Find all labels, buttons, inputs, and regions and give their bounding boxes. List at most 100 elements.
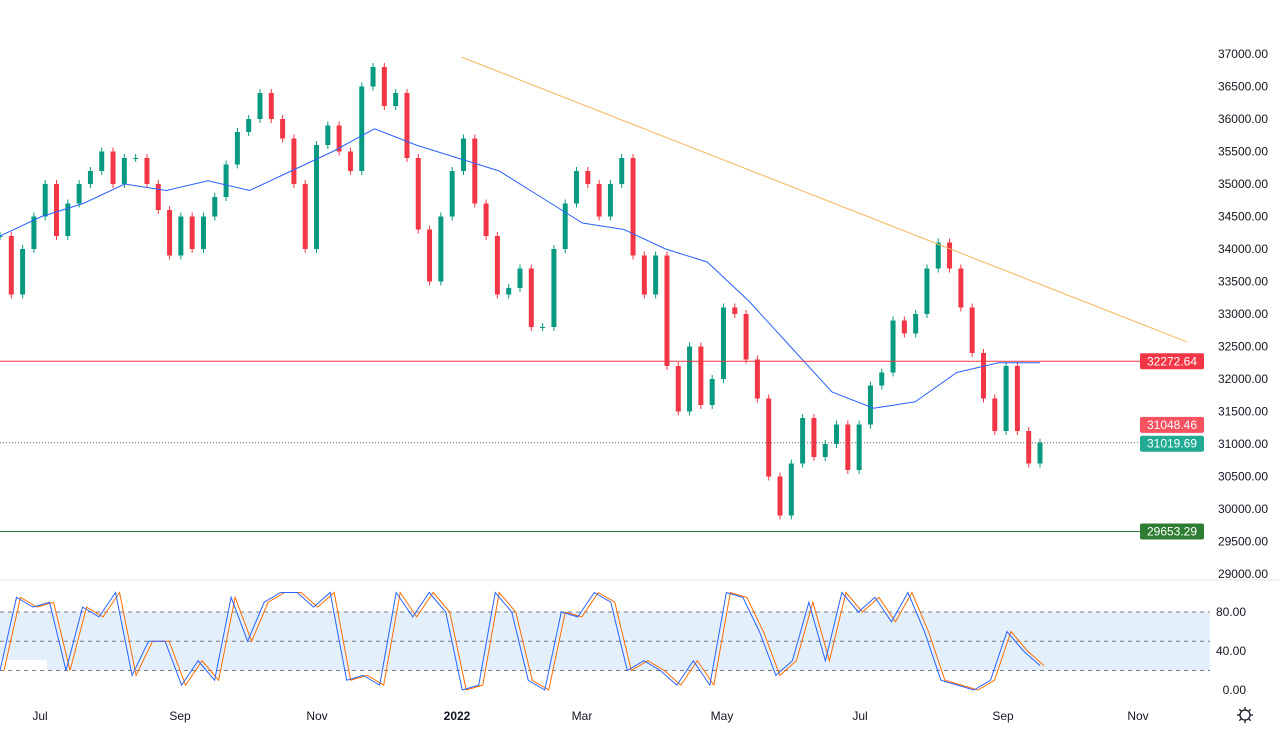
y-tick-label: 37000.00	[1218, 47, 1268, 61]
candles	[0, 63, 1043, 520]
x-tick-label: Sep	[169, 709, 191, 723]
candle	[913, 314, 919, 334]
candle	[551, 249, 557, 327]
y-tick-label: 35500.00	[1218, 145, 1268, 159]
price-tag-bg	[1140, 523, 1204, 540]
candle	[596, 184, 602, 217]
candle	[87, 171, 93, 184]
candle	[958, 268, 964, 308]
candle	[675, 366, 681, 412]
y-tick-label: 32000.00	[1218, 372, 1268, 386]
candle	[562, 203, 568, 249]
candle	[585, 171, 591, 184]
candle	[257, 93, 263, 119]
candle	[178, 216, 184, 256]
candle	[619, 158, 625, 184]
candle	[811, 418, 817, 457]
candle	[687, 346, 693, 412]
x-tick-label: Jul	[852, 709, 867, 723]
candle	[822, 444, 828, 457]
price-tag-bg	[1140, 416, 1204, 433]
stoch-y-tick-label: 40.00	[1216, 644, 1246, 658]
candle	[223, 164, 229, 197]
settings-gear-icon[interactable]	[1237, 707, 1253, 723]
candle	[336, 125, 342, 152]
candle	[54, 184, 60, 236]
candle	[42, 184, 48, 217]
candle	[0, 236, 3, 237]
x-tick-label: Jul	[32, 709, 47, 723]
candle	[370, 67, 376, 87]
candle	[517, 268, 523, 288]
candle	[845, 424, 851, 470]
candle	[347, 151, 353, 171]
stoch-y-tick-label: 80.00	[1216, 605, 1246, 619]
candle	[788, 463, 794, 516]
candle	[291, 138, 297, 184]
candle	[901, 320, 907, 334]
y-tick-label: 36000.00	[1218, 112, 1268, 126]
y-tick-label: 29000.00	[1218, 567, 1268, 581]
price-tag-bg	[1140, 435, 1204, 452]
y-tick-label: 30000.00	[1218, 502, 1268, 516]
y-tick-label: 34500.00	[1218, 210, 1268, 224]
candle	[641, 255, 647, 295]
candle	[427, 229, 433, 282]
candle	[947, 242, 953, 269]
candle	[155, 184, 161, 210]
candle	[890, 320, 896, 373]
candle	[935, 242, 941, 269]
candle	[1026, 431, 1032, 464]
x-tick-label: Nov	[306, 709, 327, 723]
candle	[76, 184, 82, 204]
candle	[144, 158, 150, 184]
candle	[20, 249, 26, 295]
candle	[743, 314, 749, 360]
candle	[472, 138, 478, 204]
candle	[246, 119, 252, 132]
y-tick-label: 35000.00	[1218, 177, 1268, 191]
candle	[483, 203, 489, 236]
candle	[924, 268, 930, 314]
candle	[732, 307, 738, 314]
candle	[720, 307, 726, 379]
price-tag-label: 32272.64	[1147, 354, 1197, 368]
x-tick-label: May	[711, 709, 734, 723]
candle	[754, 359, 760, 399]
candle	[653, 255, 659, 295]
candle	[393, 93, 399, 106]
stoch-band	[0, 612, 1210, 671]
stoch-y-tick-label: 0.00	[1223, 683, 1247, 697]
candle	[709, 379, 715, 405]
candle	[460, 138, 466, 171]
candle	[1014, 366, 1020, 431]
stoch-legend-mask	[0, 660, 47, 672]
stoch-k-line	[0, 591, 1041, 691]
candle	[1003, 366, 1009, 431]
price-tag-label: 29653.29	[1147, 525, 1197, 539]
price-tag-bg	[1140, 353, 1204, 370]
candle	[506, 288, 512, 295]
candle	[280, 119, 286, 139]
candle	[856, 424, 862, 470]
candle	[867, 385, 873, 425]
x-tick-label: Mar	[572, 709, 593, 723]
price-tag: 31048.46	[1140, 416, 1204, 433]
candle	[302, 184, 308, 249]
candle	[834, 424, 840, 444]
y-tick-label: 34000.00	[1218, 242, 1268, 256]
x-tick-label: 2022	[444, 709, 471, 723]
candle	[574, 171, 580, 204]
candle	[212, 197, 218, 217]
candle	[133, 158, 139, 159]
y-tick-label: 31500.00	[1218, 405, 1268, 419]
candle	[200, 216, 206, 249]
y-tick-label: 29500.00	[1218, 535, 1268, 549]
price-tag: 29653.29	[1140, 523, 1204, 540]
candle	[528, 268, 534, 327]
x-tick-label: Nov	[1127, 709, 1148, 723]
y-tick-label: 30500.00	[1218, 470, 1268, 484]
candle	[167, 210, 173, 256]
stoch-d-line	[3, 591, 1045, 691]
